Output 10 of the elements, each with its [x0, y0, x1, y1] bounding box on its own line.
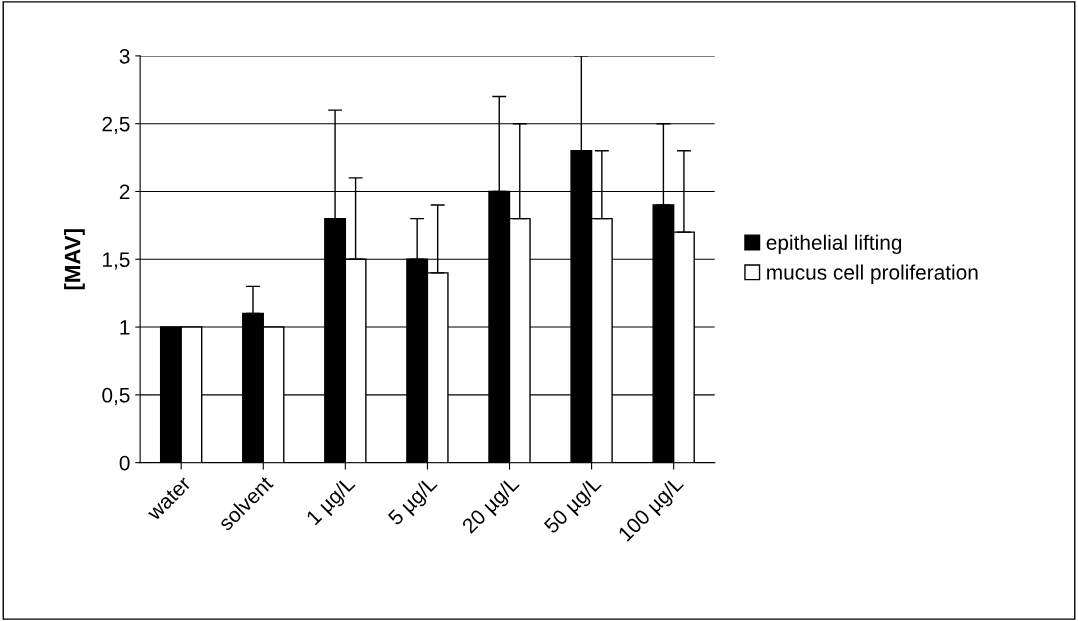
y-tick-label: 1	[120, 320, 130, 335]
y-tick-label: 2,5	[102, 116, 130, 134]
legend-label: epithelial lifting	[766, 234, 902, 255]
legend-label: mucus cell proliferation	[767, 264, 978, 284]
y-tick-label: 1,5	[103, 252, 130, 270]
y-tick-label: 0	[119, 455, 130, 471]
y-axis-title: [MAV]	[64, 229, 85, 290]
y-tick-label: 3	[119, 48, 130, 64]
y-tick-label: 2	[119, 184, 130, 200]
y-tick-label: 0,5	[102, 387, 130, 406]
